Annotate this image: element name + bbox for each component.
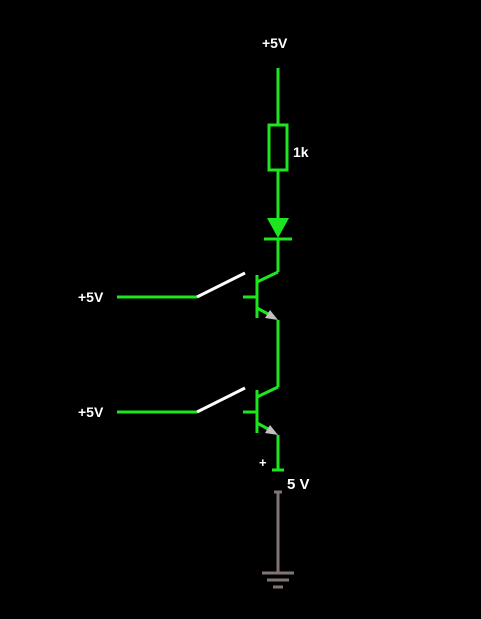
- diode[interactable]: [267, 218, 289, 238]
- source-value-label: 5 V: [287, 476, 310, 493]
- transistor-q2[interactable]: [243, 385, 279, 435]
- transistor-q1[interactable]: [243, 270, 279, 320]
- source-plus-label: +: [259, 455, 267, 470]
- switch-b[interactable]: [196, 386, 246, 414]
- q1-collector: [256, 270, 279, 284]
- q2-emitter-arrow-icon: [265, 425, 278, 435]
- input-b-label: +5V: [78, 404, 104, 420]
- resistor-label: 1k: [293, 144, 309, 160]
- voltage-source[interactable]: + 5 V: [259, 455, 310, 494]
- ground-icon: [262, 571, 294, 589]
- top-supply-label: +5V: [262, 35, 288, 51]
- q2-collector: [256, 385, 279, 399]
- input-a-label: +5V: [78, 289, 104, 305]
- q1-emitter-arrow-icon: [265, 310, 278, 320]
- resistor[interactable]: [267, 123, 289, 172]
- switch-a[interactable]: [196, 271, 246, 299]
